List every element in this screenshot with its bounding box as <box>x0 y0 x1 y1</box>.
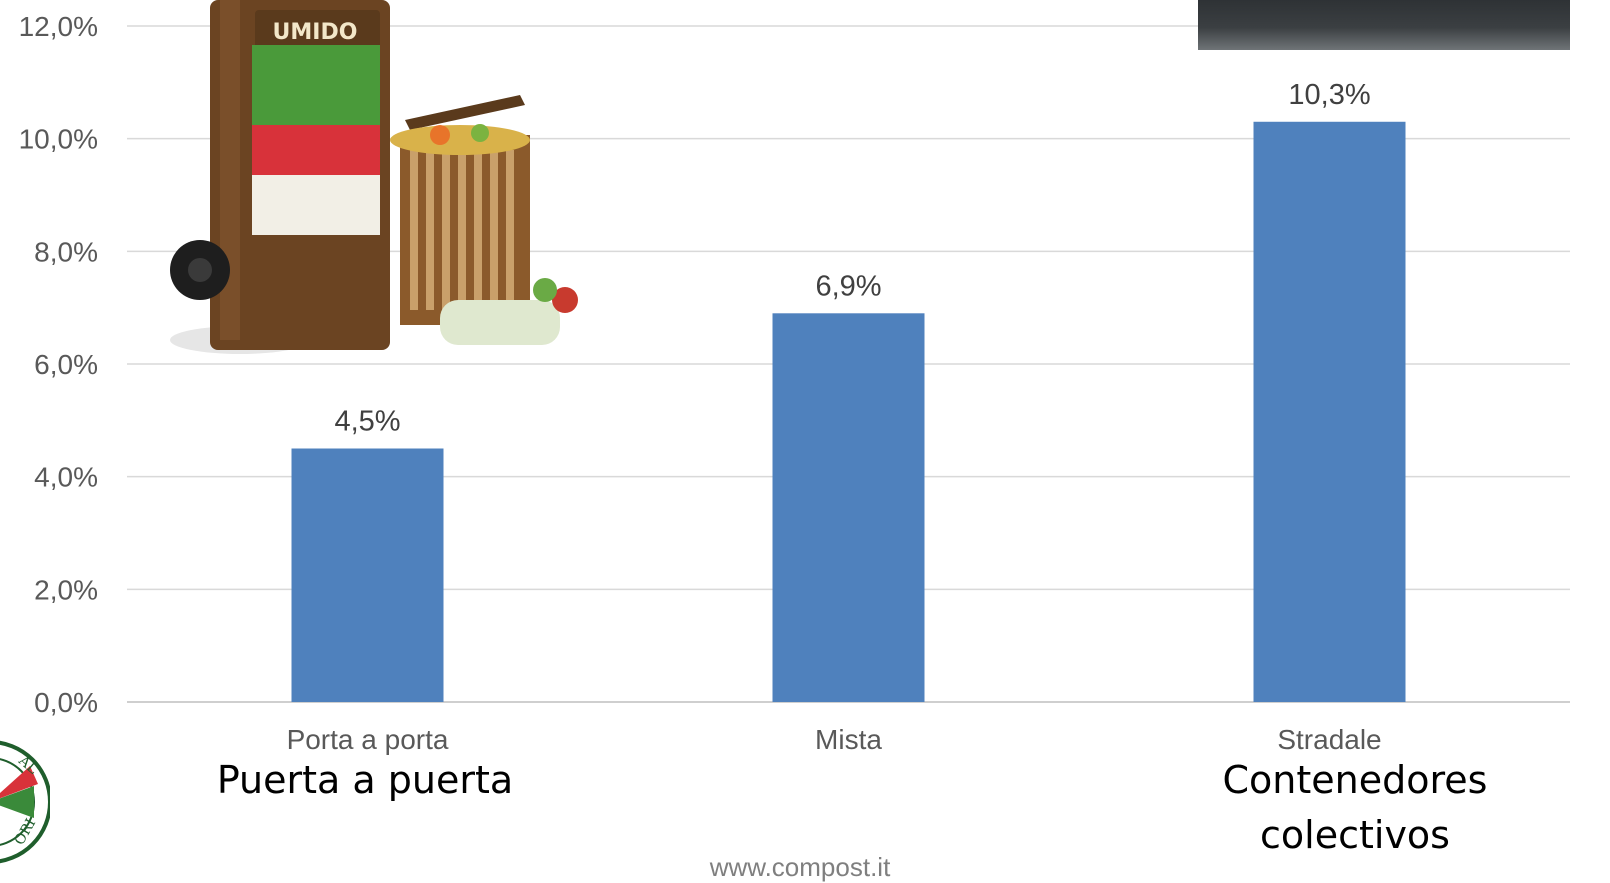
y-tick-label: 10,0% <box>19 124 98 155</box>
seal-logo: AL ORI <box>0 726 50 879</box>
bars <box>291 121 1406 703</box>
footer-url: www.compost.it <box>709 852 891 882</box>
data-labels: 4,5% 6,9% 10,3% <box>334 79 1370 438</box>
y-tick-label: 8,0% <box>34 236 98 267</box>
sub-label-contenedores-colectivos: Contenedores colectivos <box>1222 758 1488 857</box>
data-label: 6,9% <box>815 270 881 302</box>
bar <box>772 313 925 702</box>
y-tick-label: 6,0% <box>34 349 98 380</box>
bar <box>291 448 444 702</box>
data-label: 4,5% <box>334 406 400 438</box>
bar <box>1253 121 1406 703</box>
bin-label: UMIDO <box>272 20 358 45</box>
data-label: 10,3% <box>1288 79 1370 111</box>
street-photo <box>1198 0 1570 50</box>
category-labels: Porta a porta Mista Stradale <box>287 724 1382 755</box>
y-tick-label: 0,0% <box>34 687 98 718</box>
category-label: Mista <box>815 724 882 755</box>
y-tick-label: 2,0% <box>34 574 98 605</box>
category-label: Stradale <box>1277 724 1381 755</box>
category-label: Porta a porta <box>287 724 449 755</box>
y-tick-label: 12,0% <box>19 11 98 42</box>
sub-label-puerta-a-puerta: Puerta a puerta <box>216 758 514 802</box>
y-tick-label: 4,0% <box>34 462 98 493</box>
y-axis-tick-labels: 0,0% 2,0% 4,0% 6,0% 8,0% 10,0% 12,0% <box>19 11 98 718</box>
bin-photo: UMIDO <box>160 0 595 370</box>
